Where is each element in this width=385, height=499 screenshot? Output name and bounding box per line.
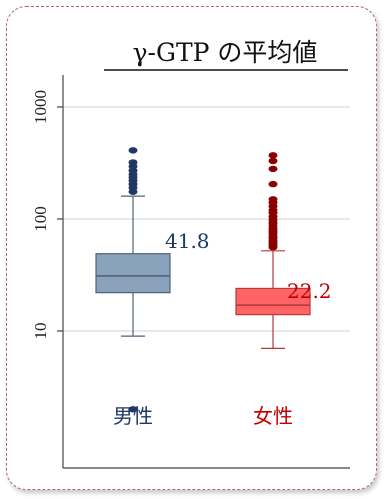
y-tick-label: 1000 [31,90,50,124]
outlier-point [268,152,278,159]
mean-label-male: 41.8 [165,229,210,253]
y-tick-label: 10 [31,323,50,340]
chart-card [6,6,377,490]
mean-label-female: 22.2 [287,279,332,303]
y-tick-label: 100 [31,206,50,232]
outlier-point [128,159,138,166]
outlier-point [268,196,278,203]
box-female [235,152,311,349]
chart-title: γ-GTP の平均値 [133,38,318,67]
boxes [95,147,311,413]
outlier-point [268,165,278,173]
box-iqr [95,253,171,294]
box-iqr [235,287,311,316]
outlier-point [128,147,138,154]
box-male [95,147,171,413]
outlier-point [128,406,138,413]
outlier-point [268,157,278,165]
category-label-female: 女性 [253,404,293,428]
gridlines [63,106,350,332]
y-ticks: 10 100 1000 [31,90,63,340]
outlier-point [268,180,278,188]
category-label-male: 男性 [113,404,153,428]
